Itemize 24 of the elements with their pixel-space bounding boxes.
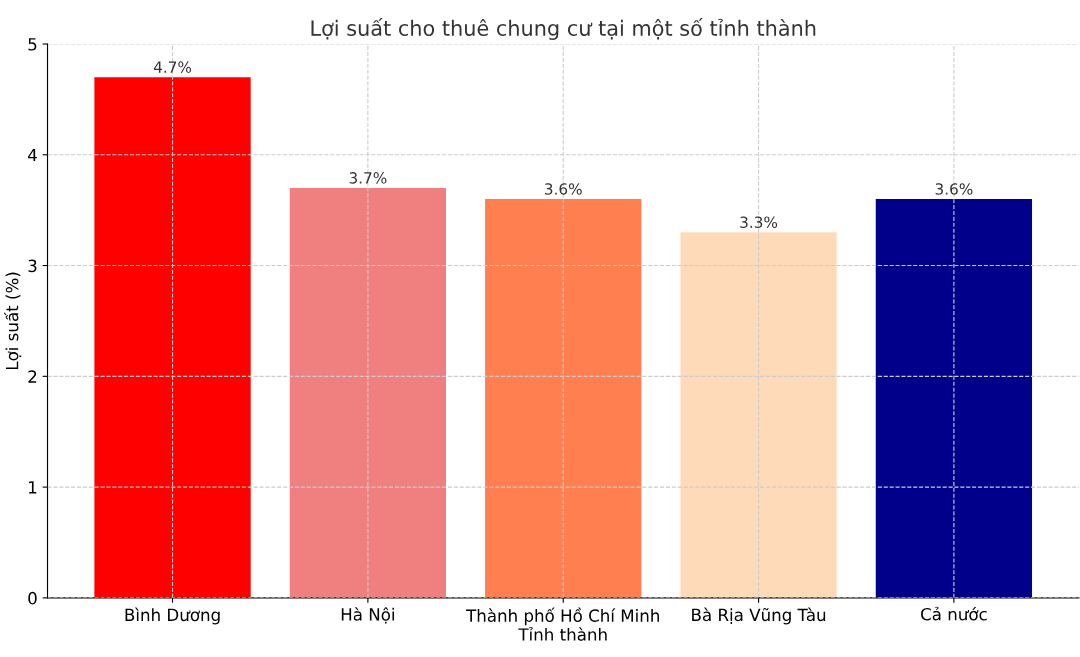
bar xyxy=(875,199,1033,598)
y-axis-title: Lợi suất (%) xyxy=(4,272,22,370)
data-label: 4.7% xyxy=(153,61,192,73)
data-label: 3.3% xyxy=(740,216,778,228)
bar xyxy=(680,232,837,598)
bar xyxy=(289,188,447,598)
y-tick-label: 5 xyxy=(28,38,37,51)
x-tick-label: Bình Dương xyxy=(125,607,220,625)
y-tick-label: 2 xyxy=(28,370,37,383)
y-tick-label: 1 xyxy=(29,481,37,494)
x-tick-label: Hà Nội xyxy=(341,607,394,624)
y-tick-label: 0 xyxy=(28,591,37,605)
x-tick-label: Cả nước xyxy=(921,606,987,621)
x-tick-label: Bà Rịa Vũng Tàu xyxy=(692,607,826,625)
x-axis-title: Tỉnh thành xyxy=(518,627,607,641)
bar xyxy=(485,199,642,598)
data-label: 3.6% xyxy=(544,183,582,195)
data-label: 3.7% xyxy=(349,172,387,184)
chart-title: Lợi suất cho thuê chung cư tại một số tỉnh thành xyxy=(311,18,816,41)
x-tick-label: Thành phố Hồ Chí Minh xyxy=(466,607,659,626)
data-label: 3.6% xyxy=(935,183,973,195)
y-tick-label: 4 xyxy=(28,148,37,162)
bar xyxy=(94,77,251,598)
y-tick-label: 3 xyxy=(28,259,37,273)
